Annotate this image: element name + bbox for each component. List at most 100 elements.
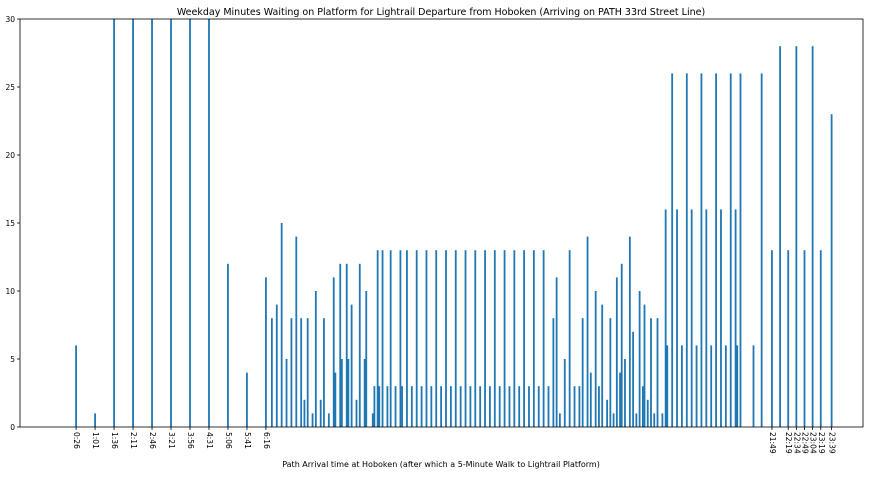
bar xyxy=(635,413,638,427)
bar xyxy=(285,359,288,427)
bar xyxy=(420,386,423,427)
bar xyxy=(454,250,457,427)
bar xyxy=(376,250,379,427)
x-tick-label: 22:49 xyxy=(800,432,809,454)
bar xyxy=(568,250,571,427)
x-tick-label: 5:41 xyxy=(243,432,252,449)
bar xyxy=(624,359,626,427)
bar xyxy=(311,413,314,427)
bar xyxy=(558,413,561,427)
x-tick-label: 6:16 xyxy=(262,432,271,449)
bar xyxy=(771,250,773,427)
x-tick-label: 23:39 xyxy=(828,432,837,454)
bar xyxy=(795,46,798,427)
bar xyxy=(715,73,717,428)
x-tick-label: 23:04 xyxy=(809,432,818,454)
bar xyxy=(345,263,348,427)
bar xyxy=(724,345,727,427)
plot-frame xyxy=(19,18,864,428)
bar xyxy=(508,386,511,427)
bar xyxy=(430,386,433,427)
bar xyxy=(619,372,621,427)
bar xyxy=(334,372,337,427)
bar xyxy=(479,386,482,427)
bar xyxy=(760,73,763,428)
bar xyxy=(705,209,708,427)
bar xyxy=(638,291,641,427)
bar xyxy=(280,223,283,427)
bar xyxy=(401,386,403,427)
bar xyxy=(435,250,438,427)
y-tick-label: 0 xyxy=(10,423,15,432)
bar xyxy=(459,386,462,427)
bar xyxy=(811,46,814,427)
bar xyxy=(469,386,472,427)
bar xyxy=(650,318,652,427)
x-tick-label: 21:49 xyxy=(768,432,777,454)
bar xyxy=(489,386,491,427)
bar xyxy=(347,359,350,427)
x-tick-label: 3:21 xyxy=(167,432,176,449)
bar xyxy=(620,263,623,427)
bar xyxy=(270,318,273,427)
bar xyxy=(819,250,822,427)
bar xyxy=(208,19,210,427)
bar xyxy=(803,250,806,427)
bar xyxy=(643,304,646,427)
bar xyxy=(440,386,443,427)
bar xyxy=(406,250,408,427)
x-axis: 0:26 1:01 1:36 2:11 2:46 3:21 3:56 4:31 5:06 5:41… xyxy=(72,427,837,454)
bar xyxy=(661,413,664,427)
y-axis: 0 5 10 15 20 25 30 xyxy=(5,15,20,432)
bar xyxy=(464,250,467,427)
bar xyxy=(358,263,361,427)
bar xyxy=(523,250,525,427)
bar xyxy=(306,318,309,427)
y-tick-label: 10 xyxy=(5,287,15,296)
bar xyxy=(170,19,172,427)
bar xyxy=(518,386,521,427)
bar xyxy=(676,209,678,427)
bar xyxy=(493,250,496,427)
bar xyxy=(666,345,669,427)
bar xyxy=(573,386,576,427)
bar xyxy=(151,19,153,427)
x-tick-label: 5:06 xyxy=(224,432,233,449)
x-tick-label: 3:56 xyxy=(186,432,195,449)
bar xyxy=(547,386,550,427)
bar xyxy=(563,359,566,427)
bar xyxy=(601,304,604,427)
bar xyxy=(303,399,306,427)
bar xyxy=(752,345,755,427)
bar xyxy=(589,372,592,427)
bar xyxy=(586,236,589,427)
bar xyxy=(132,19,134,427)
bar xyxy=(350,304,353,427)
bar xyxy=(371,413,374,427)
bar xyxy=(685,73,688,428)
bar xyxy=(787,250,790,427)
bar xyxy=(363,359,366,427)
x-tick-label: 22:34 xyxy=(792,432,801,454)
bar xyxy=(415,250,418,427)
y-tick-label: 5 xyxy=(10,355,15,364)
bar xyxy=(75,345,77,427)
bar xyxy=(632,331,635,427)
bar xyxy=(656,318,659,427)
bar xyxy=(113,19,115,427)
bar xyxy=(373,386,376,427)
bar xyxy=(399,250,402,427)
bar xyxy=(779,46,781,427)
bar xyxy=(598,386,600,427)
bar xyxy=(365,291,368,427)
bar xyxy=(671,73,674,428)
bar xyxy=(528,386,530,427)
bar xyxy=(449,386,452,427)
bar xyxy=(695,345,698,427)
bar xyxy=(532,250,535,427)
bar xyxy=(484,250,486,427)
bar xyxy=(323,318,325,427)
bar xyxy=(498,386,501,427)
x-tick-label: 1:01 xyxy=(91,432,100,449)
bar xyxy=(578,386,581,427)
